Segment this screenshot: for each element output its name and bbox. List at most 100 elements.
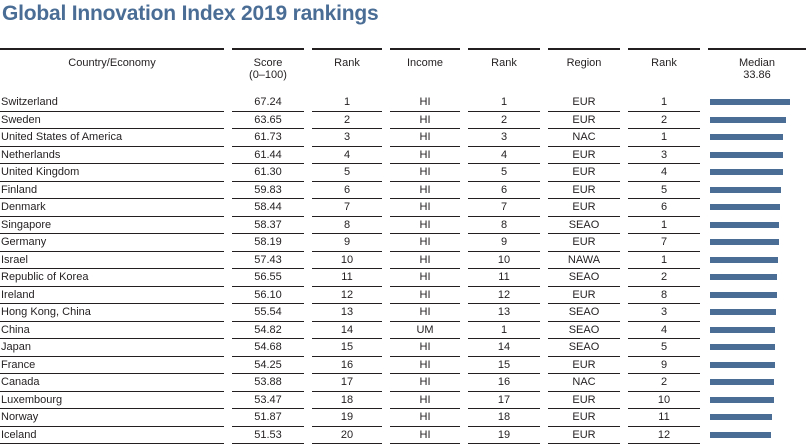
row-divider (232, 373, 304, 374)
table-row: Hong Kong, China 55.54 13 HI 13 SEAO 3 (0, 304, 806, 322)
region-cell: NAWA (567, 253, 601, 266)
row-divider (390, 250, 460, 252)
row-divider (232, 425, 304, 427)
header-median: Median 33.86 (708, 57, 806, 81)
rank-cell: 11 (341, 271, 353, 283)
income-cell: HI (419, 113, 431, 126)
row-divider (628, 443, 700, 444)
header-score-range: (0–100) (249, 69, 287, 81)
income-rank-cell: 3 (500, 131, 508, 143)
region-cell: EUR (572, 183, 596, 196)
row-divider (390, 145, 460, 147)
row-divider (628, 338, 700, 339)
score-cell: 59.83 (254, 183, 282, 196)
score-cell: 54.82 (254, 323, 282, 336)
income-rank-cell: 4 (500, 148, 508, 161)
income-cell: HI (419, 376, 431, 388)
country-cell: United Kingdom (1, 166, 80, 178)
rank-cell: 14 (340, 323, 354, 336)
table-row: Switzerland 67.24 1 HI 1 EUR 1 (0, 94, 806, 112)
income-cell: HI (419, 341, 431, 353)
row-divider (0, 355, 224, 357)
row-divider (548, 285, 620, 287)
row-divider (390, 198, 460, 199)
rank-cell: 4 (343, 148, 351, 161)
row-divider (312, 163, 382, 164)
row-divider (312, 338, 382, 339)
rank-cell: 8 (343, 218, 351, 231)
row-divider (628, 145, 700, 147)
country-cell: United States of America (1, 131, 123, 143)
header-score-label: Score (253, 57, 283, 69)
income-rank-cell: 18 (497, 411, 511, 423)
region-rank-cell: 11 (658, 411, 670, 423)
row-divider (232, 163, 304, 164)
score-cell: 61.44 (254, 148, 282, 161)
country-cell: Canada (1, 376, 40, 388)
header-rule-region-rank (628, 48, 700, 50)
income-cell: HI (419, 358, 431, 371)
country-cell: Finland (1, 183, 38, 196)
row-divider (468, 303, 540, 304)
region-rank-cell: 9 (660, 358, 668, 371)
rank-cell: 20 (340, 428, 354, 441)
income-rank-cell: 1 (500, 96, 508, 108)
header-rule-score (232, 48, 304, 50)
row-divider (628, 268, 700, 269)
score-bar (710, 309, 776, 315)
row-divider (0, 338, 224, 339)
table-row: United Kingdom 61.30 5 HI 5 EUR 4 (0, 164, 806, 182)
region-rank-cell: 1 (660, 253, 668, 266)
row-divider (468, 163, 540, 164)
income-cell: HI (419, 96, 431, 108)
row-divider (0, 390, 224, 392)
score-cell: 56.10 (254, 288, 282, 301)
rank-cell: 7 (343, 201, 351, 213)
row-divider (468, 443, 540, 444)
row-divider (0, 180, 224, 182)
country-cell: Iceland (1, 428, 37, 441)
row-divider (548, 145, 620, 147)
table-row: Iceland 51.53 20 HI 19 EUR 12 (0, 427, 806, 444)
row-divider (232, 355, 304, 357)
row-divider (232, 285, 304, 287)
income-rank-cell: 2 (500, 113, 508, 126)
table-row: Denmark 58.44 7 HI 7 EUR 6 (0, 199, 806, 217)
row-divider (548, 163, 620, 164)
row-divider (0, 443, 224, 444)
row-divider (548, 390, 620, 392)
row-divider (0, 215, 224, 217)
header-score: Score (0–100) (232, 57, 304, 81)
table-row: Norway 51.87 19 HI 18 EUR 11 (0, 409, 806, 427)
row-divider (390, 390, 460, 392)
row-divider (468, 180, 540, 182)
income-cell: HI (419, 393, 431, 406)
header-rank: Rank (334, 57, 360, 69)
header-region: Region (566, 57, 602, 69)
row-divider (628, 250, 700, 252)
row-divider (390, 180, 460, 182)
row-divider (0, 250, 224, 252)
row-divider (468, 128, 540, 129)
row-divider (232, 338, 304, 339)
row-divider (468, 338, 540, 339)
region-cell: EUR (572, 148, 596, 161)
income-rank-cell: 11 (498, 271, 510, 283)
row-divider (0, 408, 224, 409)
score-bar (710, 431, 771, 438)
row-divider (312, 285, 382, 287)
row-divider (628, 390, 700, 392)
country-cell: Netherlands (1, 148, 61, 161)
region-cell: EUR (572, 166, 596, 178)
row-divider (548, 180, 620, 182)
region-cell: SEAO (568, 218, 600, 231)
row-divider (312, 215, 382, 217)
income-cell: HI (419, 236, 431, 248)
header-region-rank: Rank (651, 57, 677, 69)
region-cell: EUR (572, 428, 596, 441)
income-rank-cell: 8 (500, 218, 508, 231)
row-divider (468, 373, 540, 374)
header-median-label: Median (738, 57, 776, 69)
table-row: Singapore 58.37 8 HI 8 SEAO 1 (0, 217, 806, 234)
income-rank-cell: 14 (497, 341, 511, 353)
